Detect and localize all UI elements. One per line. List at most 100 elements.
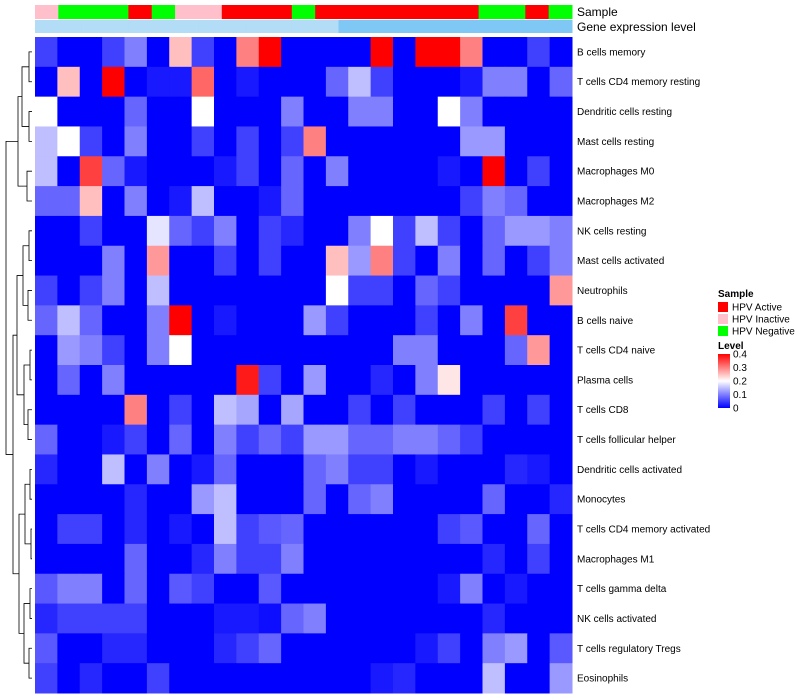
heatmap-cell bbox=[482, 394, 506, 426]
heatmap-cell bbox=[325, 394, 349, 426]
heatmap-cell bbox=[348, 37, 372, 68]
heatmap-cell bbox=[437, 394, 461, 426]
heatmap-cell bbox=[527, 335, 551, 366]
heatmap-cell bbox=[191, 156, 215, 187]
heatmap-cell bbox=[146, 454, 170, 485]
heatmap-cell bbox=[460, 275, 484, 306]
sample-annotation-cell bbox=[385, 5, 410, 19]
heatmap-cell bbox=[214, 37, 237, 68]
heatmap-cell bbox=[348, 245, 372, 277]
heatmap-cell bbox=[169, 215, 193, 247]
heatmap-cell bbox=[527, 484, 551, 515]
heatmap-cell bbox=[146, 37, 170, 68]
expression-annotation-cell bbox=[408, 20, 433, 33]
dendrogram-branch bbox=[27, 409, 32, 440]
row-label: Macrophages M1 bbox=[577, 554, 655, 565]
heatmap-cell bbox=[504, 484, 528, 515]
heatmap-cell bbox=[169, 66, 193, 98]
heatmap-cell bbox=[57, 365, 81, 396]
heatmap-cell bbox=[102, 126, 126, 157]
heatmap-cell bbox=[281, 126, 305, 157]
heatmap-cell bbox=[393, 96, 416, 127]
heatmap-cell bbox=[258, 335, 282, 366]
heatmap-cell bbox=[393, 365, 416, 396]
heatmap-cell bbox=[549, 37, 573, 68]
heatmap-cell bbox=[370, 394, 394, 426]
heatmap-cell bbox=[57, 394, 81, 426]
heatmap-cell bbox=[393, 37, 416, 68]
row-label: Macrophages M2 bbox=[577, 197, 655, 208]
heatmap-cell bbox=[281, 66, 305, 98]
heatmap-cell bbox=[527, 633, 551, 664]
heatmap-cell bbox=[35, 365, 58, 396]
heatmap-cell bbox=[393, 245, 416, 277]
heatmap-cell bbox=[102, 573, 126, 605]
heatmap-cell bbox=[281, 573, 305, 605]
heatmap-cell bbox=[236, 394, 260, 426]
heatmap-cell bbox=[169, 663, 193, 694]
heatmap-cell bbox=[281, 275, 305, 306]
expression-annotation-cell bbox=[501, 20, 526, 33]
heatmap-cell bbox=[549, 335, 573, 366]
level-tick-label: 0 bbox=[733, 404, 739, 415]
expression-annotation-cell bbox=[291, 20, 316, 33]
heatmap-cell bbox=[258, 633, 282, 664]
heatmap-cell bbox=[169, 573, 193, 605]
heatmap-cell bbox=[35, 305, 58, 336]
heatmap-cell bbox=[549, 543, 573, 575]
heatmap-cell bbox=[191, 275, 215, 306]
heatmap-cell bbox=[258, 245, 282, 277]
heatmap-cell bbox=[437, 126, 461, 157]
heatmap-cell bbox=[460, 96, 484, 127]
heatmap-cell bbox=[482, 156, 506, 187]
heatmap-cell bbox=[79, 186, 103, 217]
heatmap-cell bbox=[35, 215, 58, 247]
heatmap-cell bbox=[124, 603, 148, 634]
heatmap-cell bbox=[146, 663, 170, 694]
dendrogram-branch bbox=[28, 647, 32, 679]
heatmap-cell bbox=[549, 424, 573, 455]
annotation-tracks bbox=[35, 5, 573, 33]
heatmap-cell bbox=[527, 96, 551, 127]
heatmap-cell bbox=[303, 275, 327, 306]
heatmap-cell bbox=[214, 365, 237, 396]
heatmap-cell bbox=[325, 543, 349, 575]
heatmap-cell bbox=[258, 424, 282, 455]
heatmap-cell bbox=[393, 543, 416, 575]
level-tick-label: 0.3 bbox=[733, 363, 747, 374]
heatmap-cell bbox=[325, 454, 349, 485]
heatmap-cell bbox=[124, 215, 148, 247]
heatmap-cell bbox=[169, 126, 193, 157]
expression-annotation-cell bbox=[478, 20, 503, 33]
heatmap-cell bbox=[482, 37, 506, 68]
expression-annotation-cell bbox=[105, 20, 129, 33]
heatmap-cell bbox=[191, 126, 215, 157]
heatmap-cell bbox=[549, 394, 573, 426]
heatmap-cell bbox=[102, 454, 126, 485]
heatmap-cell bbox=[482, 215, 506, 247]
heatmap-cell bbox=[281, 663, 305, 694]
heatmap-cell bbox=[124, 96, 148, 127]
sample-annotation-cell bbox=[431, 5, 456, 19]
heatmap-cell bbox=[236, 186, 260, 217]
heatmap-cell bbox=[35, 633, 58, 664]
heatmap-cell bbox=[281, 156, 305, 187]
heatmap-cell bbox=[370, 126, 394, 157]
heatmap-cell bbox=[102, 394, 126, 426]
heatmap-cell bbox=[57, 96, 81, 127]
heatmap-cell bbox=[57, 573, 81, 605]
heatmap-cell bbox=[482, 603, 506, 634]
heatmap-cell bbox=[281, 96, 305, 127]
heatmap-cell bbox=[549, 633, 573, 664]
heatmap-cell bbox=[348, 365, 372, 396]
heatmap-cell bbox=[370, 66, 394, 98]
heatmap-cell bbox=[549, 484, 573, 515]
sample-annotation-cell bbox=[151, 5, 176, 19]
dendrogram-branch bbox=[12, 334, 19, 575]
heatmap-cell bbox=[281, 454, 305, 485]
heatmap-cell bbox=[258, 543, 282, 575]
heatmap-cell bbox=[325, 66, 349, 98]
heatmap-cell bbox=[236, 335, 260, 366]
expression-annotation-cell bbox=[455, 20, 480, 33]
